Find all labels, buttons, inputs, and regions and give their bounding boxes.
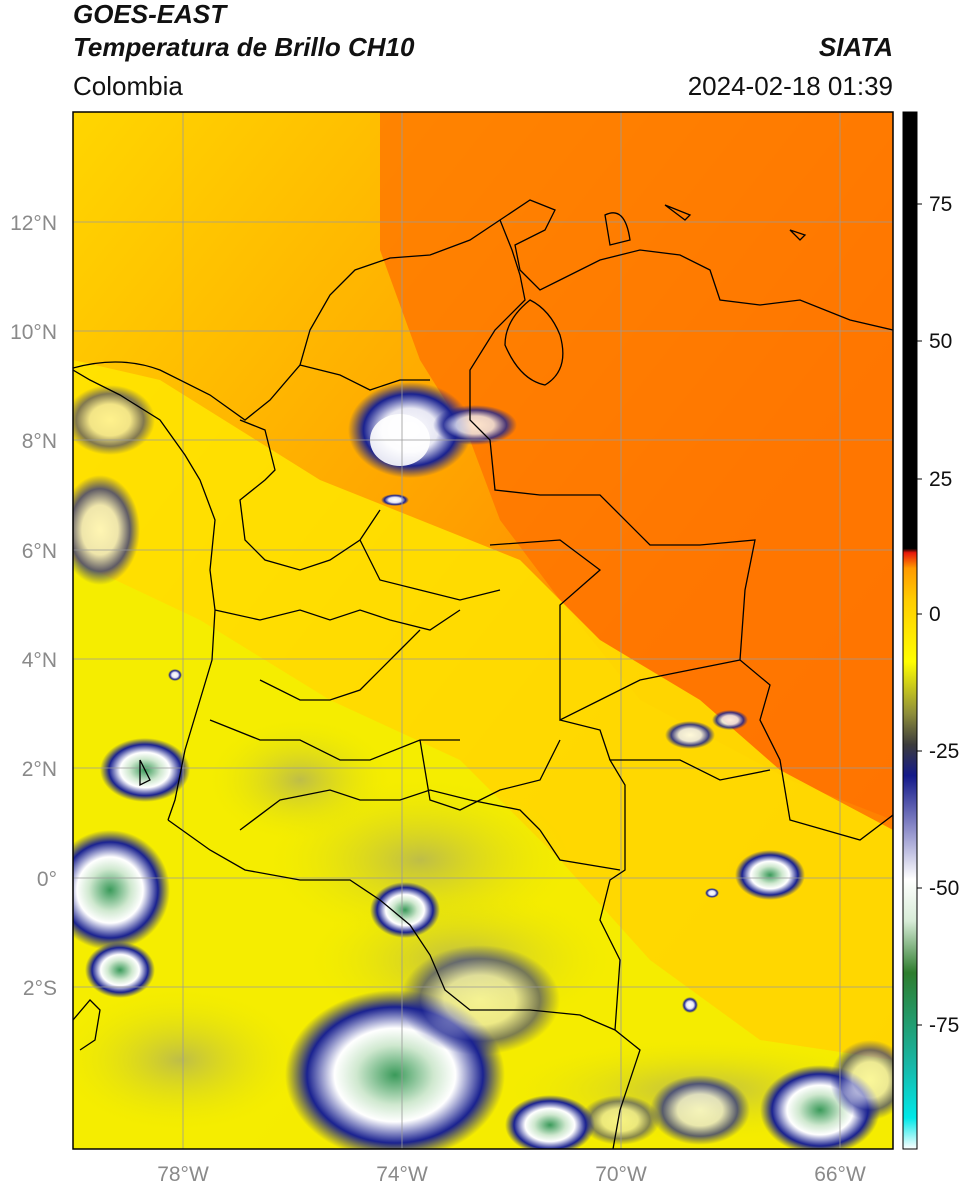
colorbar-tick-label: -75 xyxy=(929,1014,959,1037)
latitude-labels: 12°N 10°N 8°N 6°N 4°N 2°N 0° 2°S xyxy=(10,212,57,1000)
lat-tick-label: 0° xyxy=(37,868,57,891)
colorbar-tick-label: -50 xyxy=(929,877,959,900)
datetime-label: 2024-02-18 01:39 xyxy=(687,71,893,101)
lon-tick-label: 66°W xyxy=(814,1163,866,1186)
lat-tick-label: 2°N xyxy=(22,758,57,781)
map-frame xyxy=(72,111,894,1150)
lat-tick-label: 8°N xyxy=(22,430,57,453)
satellite-title: GOES-EAST xyxy=(73,0,227,29)
region-label: Colombia xyxy=(73,71,183,101)
colorbar-labels: 75 50 25 0 -25 -50 -75 xyxy=(917,193,959,1037)
lon-tick-label: 70°W xyxy=(595,1163,647,1186)
lat-tick-label: 12°N xyxy=(10,212,57,235)
colorbar-frame xyxy=(902,111,918,1150)
product-title: Temperatura de Brillo CH10 xyxy=(73,32,415,62)
lat-tick-label: 2°S xyxy=(23,977,57,1000)
map-gridlines xyxy=(73,112,893,1149)
colorbar-tick-label: 50 xyxy=(929,330,952,353)
brightness-temperature-field xyxy=(73,112,893,1149)
colorbar-tick-label: 75 xyxy=(929,193,952,216)
lat-tick-label: 10°N xyxy=(10,321,57,344)
lat-tick-label: 4°N xyxy=(22,649,57,672)
lon-tick-label: 78°W xyxy=(157,1163,209,1186)
lon-tick-label: 74°W xyxy=(376,1163,428,1186)
colorbar xyxy=(903,112,917,1149)
colorbar-tick-label: 0 xyxy=(929,603,941,626)
colorbar-tick-label: -25 xyxy=(929,740,959,763)
colorbar-tick-label: 25 xyxy=(929,468,952,491)
country-borders xyxy=(73,199,893,1149)
lat-tick-label: 6°N xyxy=(22,540,57,563)
longitude-labels: 78°W 74°W 70°W 66°W xyxy=(157,1163,866,1186)
brand-label: SIATA xyxy=(818,32,893,62)
